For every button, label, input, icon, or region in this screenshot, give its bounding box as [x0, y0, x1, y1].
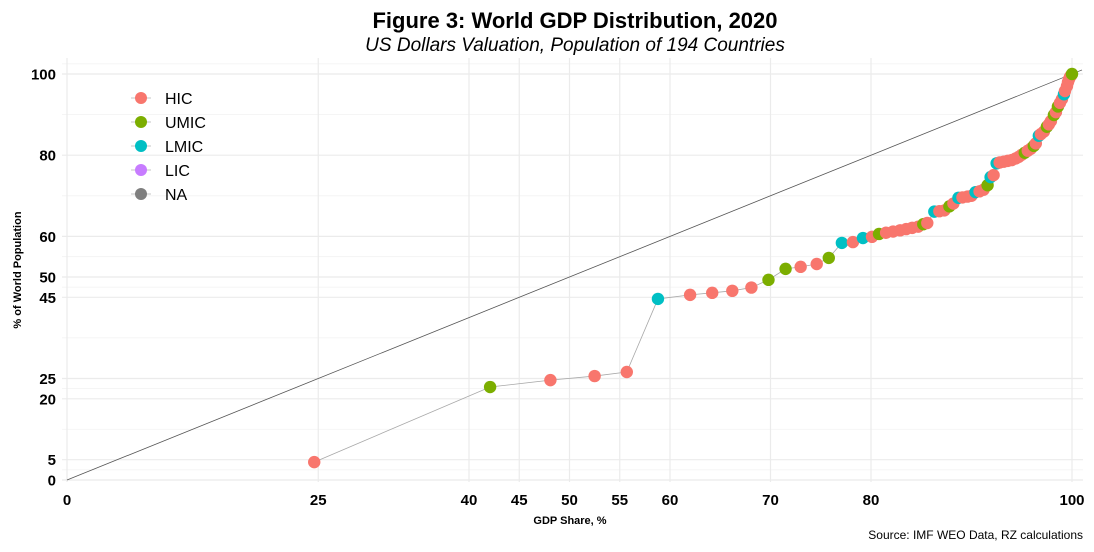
legend-label: LMIC: [165, 139, 203, 156]
data-point-hic: [683, 288, 697, 302]
grid: [62, 58, 1083, 482]
x-tick-label: 70: [762, 492, 779, 509]
x-tick-label: 60: [662, 492, 679, 509]
data-point-hic: [810, 257, 823, 271]
data-point-hic: [921, 216, 934, 230]
x-tick-label: 50: [561, 492, 578, 509]
y-tick-label: 60: [39, 229, 56, 246]
legend-item-na: NA: [131, 187, 188, 204]
legend-label: LIC: [165, 163, 190, 180]
data-point-umic: [1065, 67, 1079, 81]
y-tick-label: 45: [39, 290, 56, 307]
distribution-curve-line: [314, 73, 1073, 463]
data-point-hic: [846, 235, 860, 249]
legend-item-hic: HIC: [131, 91, 193, 108]
y-tick-label: 25: [39, 371, 56, 388]
source-caption: Source: IMF WEO Data, RZ calculations: [868, 528, 1083, 542]
data-point-hic: [308, 455, 321, 469]
y-axis-label: % of World Population: [12, 211, 24, 328]
data-point-lmic: [835, 236, 849, 250]
x-tick-label: 100: [1059, 492, 1084, 509]
y-axis-ticks: 0 5 20 25 45 50 60 80 100: [31, 67, 56, 490]
y-tick-label: 5: [48, 452, 56, 469]
y-tick-label: 50: [39, 270, 56, 287]
data-points: [308, 67, 1079, 469]
data-point-umic: [762, 273, 775, 287]
data-point-hic: [794, 260, 807, 274]
chart-title: Figure 3: World GDP Distribution, 2020: [372, 8, 777, 33]
legend-marker-icon: [135, 116, 147, 128]
legend-marker-icon: [135, 188, 147, 200]
data-point-umic: [822, 251, 835, 265]
x-axis-label: GDP Share, %: [533, 515, 606, 527]
x-tick-label: 55: [611, 492, 628, 509]
data-point-hic: [620, 365, 633, 379]
legend-marker-icon: [135, 92, 147, 104]
data-point-hic: [745, 281, 758, 294]
x-tick-label: 80: [863, 492, 880, 509]
data-point-hic: [588, 369, 601, 383]
legend-marker-icon: [135, 140, 147, 152]
legend-label: HIC: [165, 91, 193, 108]
data-point-hic: [706, 286, 719, 300]
x-tick-label: 25: [310, 492, 327, 509]
legend-label: UMIC: [165, 115, 206, 132]
x-tick-label: 0: [63, 492, 71, 509]
legend-marker-icon: [135, 164, 147, 176]
y-tick-label: 100: [31, 67, 56, 84]
chart-subtitle: US Dollars Valuation, Population of 194 …: [365, 35, 785, 56]
x-axis-ticks: 0 25 40 45 50 55 60 70 80 100: [63, 492, 1085, 509]
legend-item-lic: LIC: [131, 163, 190, 180]
data-point-umic: [779, 262, 792, 276]
data-point-umic: [483, 380, 497, 394]
data-point-lmic: [856, 231, 870, 245]
legend-item-umic: UMIC: [131, 115, 206, 132]
data-point-hic: [544, 373, 557, 387]
x-tick-label: 45: [511, 492, 528, 509]
legend-item-lmic: LMIC: [131, 139, 203, 156]
legend: HIC UMIC LMIC LIC NA: [131, 91, 206, 204]
y-tick-label: 80: [39, 148, 56, 165]
data-point-hic: [987, 168, 1000, 182]
equality-reference-line: [66, 69, 1083, 481]
data-point-hic: [726, 284, 739, 298]
data-point-lmic: [651, 292, 665, 306]
y-tick-label: 20: [39, 391, 56, 408]
legend-label: NA: [165, 187, 188, 204]
y-tick-label: 0: [48, 473, 56, 490]
x-tick-label: 40: [461, 492, 478, 509]
